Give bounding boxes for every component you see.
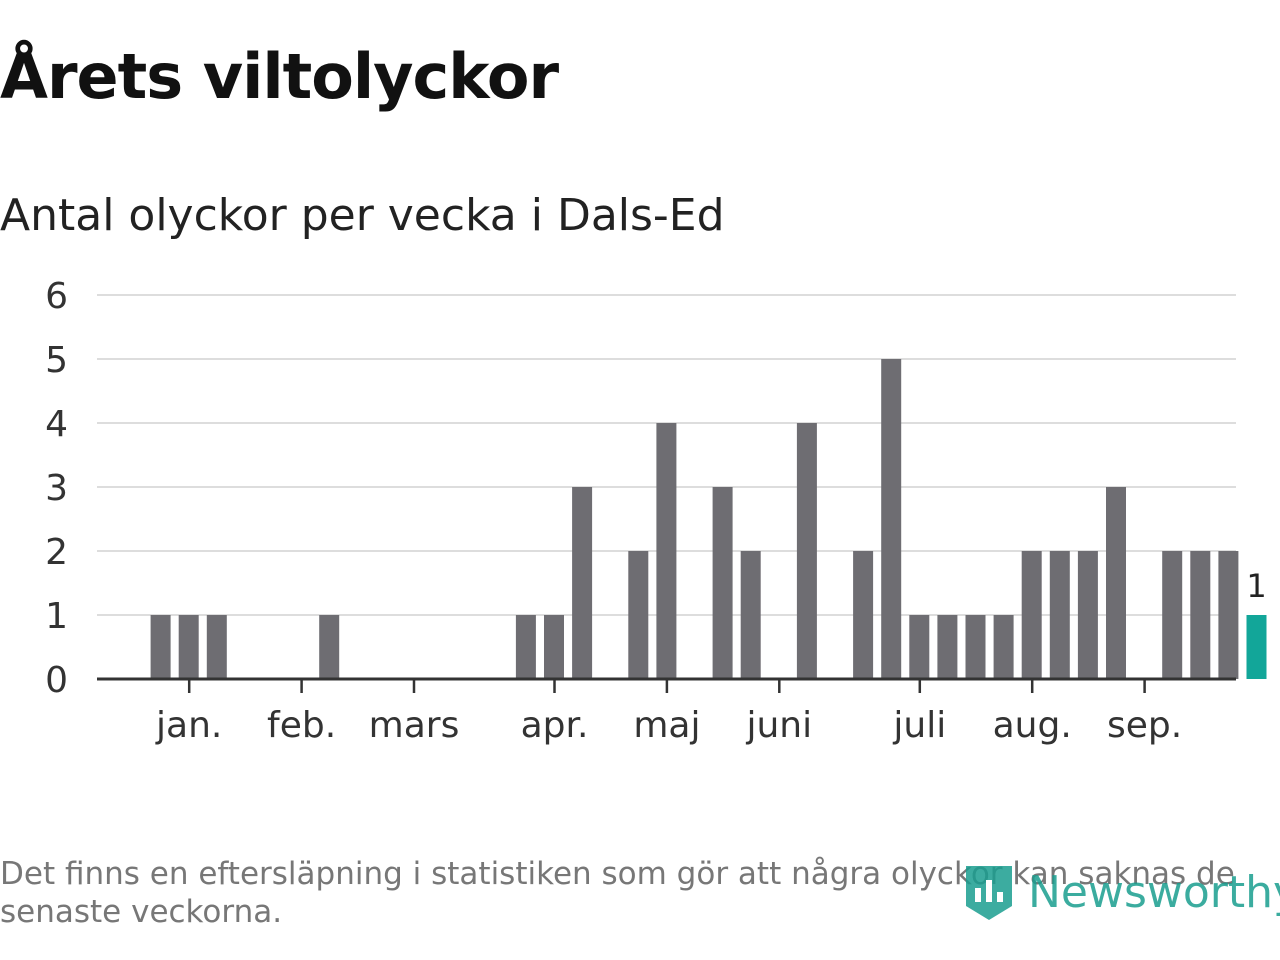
bar xyxy=(796,423,817,679)
newsworthy-logo-icon xyxy=(966,866,1012,920)
bar xyxy=(881,359,902,679)
bar xyxy=(712,487,733,679)
y-tick-label: 4 xyxy=(45,404,68,445)
y-tick-label: 3 xyxy=(45,468,68,509)
bar xyxy=(150,615,171,679)
highlight-bar xyxy=(1246,615,1267,679)
bar xyxy=(1021,551,1042,679)
bar xyxy=(572,487,593,679)
bar xyxy=(740,551,761,679)
bar xyxy=(515,615,536,679)
newsworthy-logo: Newsworthy xyxy=(962,862,1280,922)
chart-subtitle: Antal olyckor per vecka i Dals-Ed xyxy=(0,190,725,241)
chart-title: Årets viltolyckor xyxy=(0,40,559,113)
bar xyxy=(1077,551,1098,679)
bar xyxy=(909,615,930,679)
bar xyxy=(965,615,986,679)
bar xyxy=(1049,551,1070,679)
bar xyxy=(1162,551,1183,679)
bar xyxy=(1218,551,1239,679)
bar xyxy=(853,551,874,679)
x-tick-label: sep. xyxy=(1107,705,1182,746)
bar xyxy=(628,551,649,679)
x-tick-label: maj xyxy=(633,705,700,746)
bar xyxy=(656,423,677,679)
x-tick-label: mars xyxy=(369,705,460,746)
bar-chart: 0 1 2 3 4 5 6 1 jan. feb. mars apr. maj juni juli aug. s… xyxy=(45,276,1267,746)
x-tick-label: apr. xyxy=(521,705,589,746)
highlight-value-label: 1 xyxy=(1246,567,1266,605)
newsworthy-logo-text: Newsworthy xyxy=(1028,866,1280,918)
bar xyxy=(206,615,227,679)
bar xyxy=(1106,487,1126,679)
y-tick-label: 0 xyxy=(45,660,68,701)
y-tick-label: 1 xyxy=(45,596,68,637)
bar xyxy=(993,615,1014,679)
y-tick-label: 2 xyxy=(45,532,68,573)
y-tick-label: 6 xyxy=(45,276,68,317)
x-tick-label: jan. xyxy=(155,705,222,746)
y-tick-label: 5 xyxy=(45,340,68,381)
footnote: Det finns en eftersläpning i statistiken… xyxy=(0,856,1235,930)
bar xyxy=(937,615,958,679)
bar xyxy=(544,615,564,679)
bar xyxy=(319,615,340,679)
x-tick-label: juli xyxy=(892,705,946,746)
x-tick-label: feb. xyxy=(267,705,336,746)
bar xyxy=(1190,551,1211,679)
x-tick-label: aug. xyxy=(993,705,1072,746)
bar xyxy=(178,615,199,679)
x-tick-label: juni xyxy=(745,705,812,746)
